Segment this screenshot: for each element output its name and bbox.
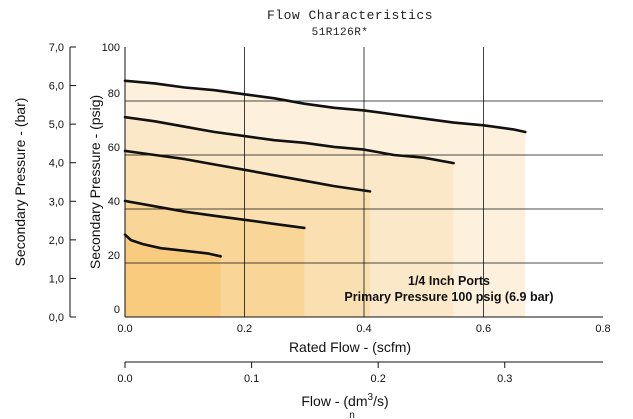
x-tick-label-3: 0.6	[476, 323, 491, 335]
bar-tick-label-1: 1,0	[49, 273, 64, 285]
y-tick-label-0: 0	[114, 304, 120, 316]
grid-lines	[125, 47, 603, 317]
secondary-x-tick-label-2: 0.2	[371, 373, 386, 385]
y-tick-label-2: 40	[108, 196, 120, 208]
pressure-curves	[123, 79, 527, 258]
x-tick-label-4: 0.8	[595, 323, 610, 335]
chart-title: Flow Characteristics	[267, 8, 433, 23]
tick-labels: 0.0 0.2 0.4 0.6 0.8 0 20 40 60 80 100 0,0 1,0 2,0 3,0 4…	[49, 42, 611, 385]
axes	[69, 46, 603, 368]
x-tick-label-0: 0.0	[117, 323, 132, 335]
flow-bands	[125, 80, 526, 317]
flow-band-1	[125, 234, 221, 317]
bar-tick-label-7: 7,0	[49, 42, 64, 54]
secondary-x-axis-label: Flow - (dm3/s)	[301, 392, 388, 409]
y-tick-label-3: 60	[108, 142, 120, 154]
secondary-x-axis-subscript: n	[349, 410, 355, 419]
secondary-x-tick-label-0: 0.0	[117, 373, 132, 385]
y-tick-label-1: 20	[108, 250, 120, 262]
annotation-ports: 1/4 Inch Ports	[408, 274, 490, 288]
y-tick-label-4: 80	[108, 88, 120, 100]
bar-tick-label-5: 5,0	[49, 119, 64, 131]
bar-axis-label: Secondary Pressure - (bar)	[12, 98, 28, 267]
pressure-curve-1	[123, 233, 222, 258]
bar-tick-label-2: 2,0	[49, 235, 64, 247]
pressure-curve-3	[123, 149, 372, 193]
y-axis-label: Secondary Pressure - (psig)	[87, 95, 103, 269]
pressure-curve-5	[123, 79, 527, 134]
x-tick-label-1: 0.2	[237, 323, 252, 335]
y-tick-label-5: 100	[102, 42, 120, 54]
pressure-curve-2	[123, 199, 306, 230]
bar-tick-label-6: 6,0	[49, 81, 64, 93]
bar-tick-label-3: 3,0	[49, 196, 64, 208]
secondary-x-tick-label-1: 0.1	[244, 373, 259, 385]
secondary-x-tick-label-3: 0.3	[497, 373, 512, 385]
chart-subtitle: 51R126R*	[312, 27, 369, 39]
bar-tick-label-0: 0,0	[49, 312, 64, 324]
x-tick-label-2: 0.4	[356, 323, 371, 335]
pressure-curve-4	[123, 115, 455, 165]
x-axis-label: Rated Flow - (scfm)	[289, 339, 411, 355]
annotation-primary-pressure: Primary Pressure 100 psig (6.9 bar)	[344, 290, 553, 304]
bar-tick-label-4: 4,0	[49, 158, 64, 170]
